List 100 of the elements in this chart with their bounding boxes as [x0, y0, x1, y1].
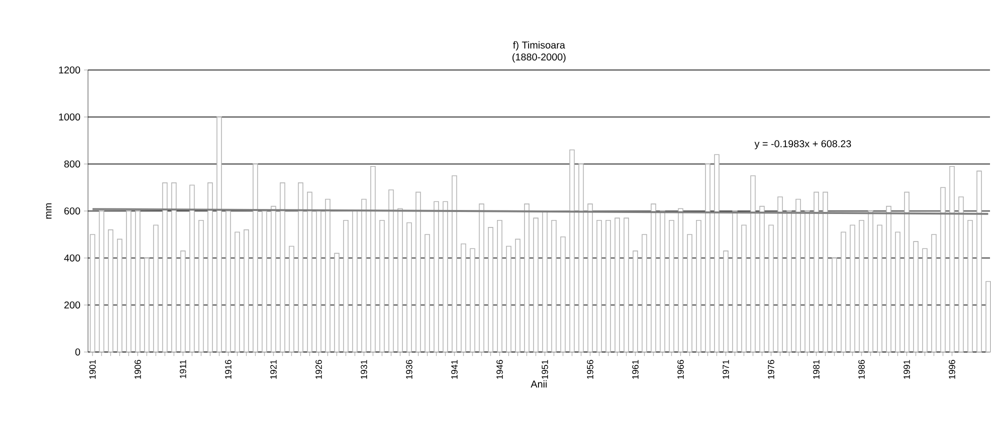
bar [262, 210, 268, 352]
bar [189, 184, 195, 352]
bar [117, 238, 122, 352]
x-axis-title: Anii [530, 380, 547, 388]
bar [108, 229, 114, 352]
bar [171, 182, 177, 352]
bar [759, 206, 765, 352]
bar [804, 210, 810, 352]
y-tick-label: 200 [64, 301, 80, 309]
x-tick-label: 1951 [542, 360, 548, 379]
bar [496, 220, 502, 352]
bar [886, 206, 892, 352]
bar [967, 220, 973, 352]
x-tick-label: 1901 [89, 360, 96, 379]
bar [135, 210, 140, 352]
bar [578, 164, 584, 352]
y-tick-label: 600 [64, 207, 80, 215]
bar [714, 154, 720, 352]
bar [252, 164, 258, 352]
bar [406, 222, 412, 352]
bar [478, 204, 484, 352]
bar [352, 210, 358, 352]
bar [822, 192, 828, 352]
x-tick-label: 1946 [496, 360, 503, 379]
bar [162, 182, 168, 352]
bar [777, 196, 783, 352]
bar [506, 246, 512, 352]
x-tick-label: 1961 [632, 360, 639, 379]
x-tick-label: 1986 [858, 360, 865, 379]
chart-title: f) Timisoara [513, 41, 566, 51]
bar [442, 201, 448, 352]
bar [416, 192, 421, 352]
x-tick-label: 1916 [225, 360, 232, 379]
bar [180, 250, 186, 352]
bar [931, 234, 937, 352]
bar [840, 232, 846, 352]
y-tick-label: 1200 [59, 66, 80, 74]
bar [343, 220, 349, 352]
x-tick-label: 1981 [813, 360, 820, 379]
bar [949, 166, 955, 352]
bar [533, 218, 538, 352]
bar [832, 258, 838, 352]
bar [750, 175, 756, 352]
bar [660, 210, 666, 352]
bar [741, 224, 747, 352]
bar [986, 281, 991, 352]
bar [723, 250, 728, 352]
bar [226, 210, 231, 352]
bar [904, 192, 910, 352]
x-tick-label: 1971 [722, 360, 730, 379]
bar [940, 187, 946, 352]
x-tick-label: 1991 [904, 360, 910, 379]
bar [614, 218, 620, 352]
bar [542, 210, 548, 352]
bar [207, 182, 213, 352]
bar [632, 250, 638, 352]
bar [560, 236, 566, 352]
bar [524, 204, 530, 352]
x-tick-label: 1936 [406, 360, 412, 379]
x-tick-label: 1906 [134, 360, 141, 379]
bar [470, 248, 476, 352]
x-tick-label: 1941 [451, 360, 458, 379]
chart-subtitle: (1880-2000) [512, 53, 566, 62]
bar [144, 258, 150, 352]
bar [587, 204, 593, 352]
bar [650, 204, 656, 352]
bar [307, 192, 312, 352]
x-tick-label: 1996 [948, 360, 956, 379]
bar [280, 182, 286, 352]
bar [198, 220, 204, 352]
bar [126, 210, 132, 352]
bar [686, 234, 692, 352]
bar [868, 210, 874, 352]
y-tick-label: 1000 [59, 113, 80, 121]
bar [298, 182, 304, 352]
bar [388, 189, 394, 352]
bar [216, 116, 222, 352]
y-tick-label: 0 [75, 348, 80, 356]
bar [153, 224, 159, 352]
bar [98, 210, 104, 352]
bar [551, 220, 557, 352]
bar [958, 196, 964, 352]
bar [244, 229, 249, 352]
bar [696, 220, 702, 352]
bar [397, 208, 403, 352]
bar [334, 252, 340, 352]
bar [234, 232, 240, 352]
y-axis-title: mm [46, 203, 52, 219]
bar [606, 220, 611, 352]
y-tick-label: 400 [64, 254, 80, 262]
bar [895, 232, 900, 352]
bar [515, 238, 520, 352]
bar [316, 210, 322, 352]
bar [370, 166, 376, 352]
x-tick-label: 1966 [677, 360, 684, 379]
bar [488, 227, 494, 352]
x-tick-label: 1926 [316, 360, 322, 379]
bar [624, 218, 629, 352]
bar [596, 220, 602, 352]
bar [876, 224, 882, 352]
